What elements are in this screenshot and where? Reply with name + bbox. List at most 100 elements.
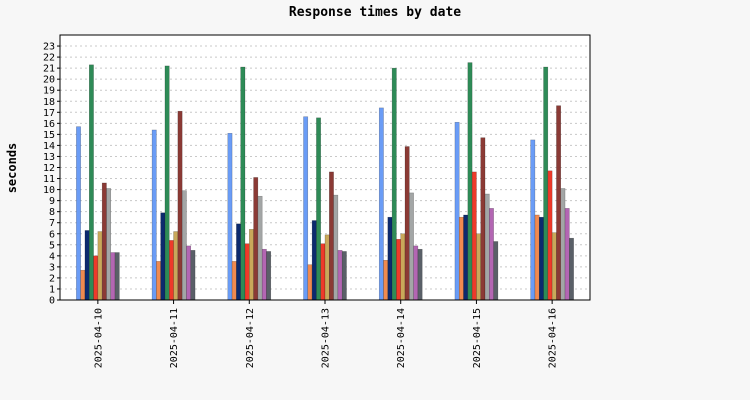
plot-frame	[59, 34, 591, 301]
bar	[329, 171, 334, 301]
bar	[316, 117, 321, 301]
bar	[80, 269, 86, 301]
x-tick-label: 2025-04-16	[548, 308, 559, 368]
y-tick-label: 4	[49, 251, 55, 262]
bar	[387, 216, 393, 301]
y-tick-label: 9	[49, 196, 55, 207]
bar	[257, 195, 263, 301]
bar	[89, 64, 94, 301]
bar	[190, 250, 196, 301]
y-tick-label: 22	[43, 53, 55, 64]
bar	[320, 243, 326, 301]
y-tick-label: 5	[49, 240, 55, 251]
bar	[551, 232, 557, 301]
bar	[417, 248, 423, 301]
y-tick-label: 0	[49, 296, 55, 307]
bar	[324, 234, 330, 301]
bar	[484, 193, 490, 301]
x-tick-label: 2025-04-13	[321, 308, 332, 368]
y-tick-label: 6	[49, 229, 55, 240]
y-tick-label: 18	[43, 97, 55, 108]
bar	[534, 214, 540, 301]
bar	[560, 188, 566, 301]
bar	[106, 188, 112, 301]
bar	[467, 62, 473, 301]
y-tick-label: 19	[43, 86, 55, 97]
bar	[177, 110, 183, 301]
bar	[538, 216, 544, 301]
bar	[396, 239, 401, 301]
bar	[341, 251, 347, 301]
y-tick-label: 10	[43, 185, 55, 196]
bar	[164, 65, 170, 301]
bar	[156, 261, 161, 301]
y-tick-label: 23	[43, 42, 55, 53]
x-tick-label: 2025-04-12	[245, 308, 256, 368]
y-tick-label: 11	[43, 174, 55, 185]
y-tick-label: 12	[43, 163, 55, 174]
bar	[493, 241, 499, 301]
bar	[231, 261, 237, 301]
bar	[311, 220, 317, 301]
x-tick-label: 2025-04-11	[169, 308, 180, 368]
bar	[333, 194, 339, 301]
chart-title: Response times by date	[288, 5, 462, 20]
bar	[266, 251, 272, 301]
bar	[84, 230, 90, 301]
y-tick-label: 2	[49, 273, 55, 284]
x-tick-label: 2025-04-10	[93, 308, 104, 368]
bar	[378, 107, 384, 301]
bar	[391, 67, 397, 301]
bar	[181, 190, 187, 301]
bar	[547, 170, 553, 301]
bar	[454, 121, 460, 301]
bar	[110, 252, 116, 301]
bar	[480, 137, 486, 301]
bar	[409, 192, 414, 301]
bar	[169, 240, 174, 301]
bar	[114, 252, 120, 301]
bar	[307, 264, 313, 301]
bar	[253, 177, 259, 301]
bar	[173, 231, 179, 301]
y-tick-label: 8	[49, 207, 55, 218]
bar	[413, 245, 419, 301]
bar	[458, 216, 464, 301]
y-tick-label: 7	[49, 218, 55, 229]
bar	[93, 255, 99, 301]
bar	[97, 231, 103, 301]
bar	[261, 248, 267, 301]
y-tick-label: 17	[43, 108, 55, 119]
bar	[400, 233, 406, 301]
bar	[564, 208, 570, 301]
bar	[249, 229, 254, 301]
bar	[476, 233, 481, 301]
bar	[244, 243, 250, 301]
bar	[337, 250, 343, 301]
bar	[543, 66, 549, 301]
bar	[463, 214, 469, 301]
bar	[471, 171, 477, 301]
bar	[404, 146, 410, 301]
y-tick-label: 16	[43, 119, 55, 130]
x-tick-label: 2025-04-14	[396, 308, 407, 368]
bar	[489, 208, 494, 301]
y-tick-label: 21	[43, 64, 55, 75]
y-tick-label: 13	[43, 152, 55, 163]
bar	[236, 223, 241, 301]
y-tick-label: 20	[43, 75, 55, 86]
bar	[101, 182, 107, 301]
bar	[151, 129, 157, 301]
bar	[569, 237, 574, 301]
bar	[556, 105, 561, 301]
bar	[530, 139, 536, 301]
bar	[383, 260, 389, 301]
y-tick-label: 15	[43, 130, 55, 141]
y-tick-label: 1	[49, 284, 55, 295]
bar	[303, 116, 309, 301]
bar	[160, 212, 166, 301]
bar	[227, 133, 233, 301]
bar	[76, 126, 81, 301]
